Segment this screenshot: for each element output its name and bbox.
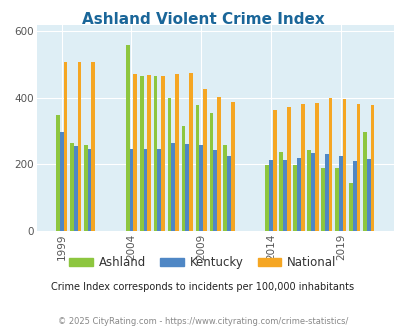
Bar <box>56 115 60 231</box>
Bar <box>338 156 342 231</box>
Bar <box>230 102 234 231</box>
Bar <box>133 74 137 231</box>
Bar <box>157 148 161 231</box>
Bar <box>356 104 360 231</box>
Bar <box>153 76 157 231</box>
Bar <box>282 160 286 231</box>
Text: Crime Index corresponds to incidents per 100,000 inhabitants: Crime Index corresponds to incidents per… <box>51 282 354 292</box>
Bar <box>161 76 164 231</box>
Bar <box>324 154 328 231</box>
Legend: Ashland, Kentucky, National: Ashland, Kentucky, National <box>64 252 341 274</box>
Bar <box>328 98 332 231</box>
Bar <box>310 153 314 231</box>
Bar <box>296 158 300 231</box>
Bar <box>300 104 304 231</box>
Bar <box>87 148 91 231</box>
Bar <box>195 105 199 231</box>
Bar <box>77 62 81 231</box>
Bar <box>292 165 296 231</box>
Bar <box>189 73 192 231</box>
Bar <box>217 97 220 231</box>
Bar <box>334 168 338 231</box>
Bar <box>70 143 74 231</box>
Bar <box>320 168 324 231</box>
Bar <box>286 107 290 231</box>
Bar <box>342 99 345 231</box>
Bar <box>227 156 230 231</box>
Bar <box>199 145 202 231</box>
Bar <box>213 150 217 231</box>
Bar <box>352 161 356 231</box>
Bar <box>74 146 77 231</box>
Bar <box>209 113 213 231</box>
Bar <box>60 132 64 231</box>
Bar <box>223 145 227 231</box>
Bar <box>366 159 370 231</box>
Bar <box>181 126 185 231</box>
Text: Ashland Violent Crime Index: Ashland Violent Crime Index <box>81 12 324 26</box>
Bar <box>370 105 373 231</box>
Bar <box>91 62 95 231</box>
Bar <box>84 145 87 231</box>
Bar <box>126 45 129 231</box>
Bar <box>272 110 276 231</box>
Bar <box>171 143 175 231</box>
Bar <box>348 183 352 231</box>
Bar <box>129 148 133 231</box>
Bar <box>185 144 189 231</box>
Bar <box>147 75 151 231</box>
Bar <box>64 62 67 231</box>
Bar <box>143 148 147 231</box>
Bar <box>265 165 269 231</box>
Bar <box>314 103 318 231</box>
Bar <box>307 150 310 231</box>
Bar <box>175 74 179 231</box>
Bar <box>279 152 282 231</box>
Bar <box>202 89 207 231</box>
Bar <box>139 76 143 231</box>
Bar <box>269 160 272 231</box>
Bar <box>362 132 366 231</box>
Bar <box>167 98 171 231</box>
Text: © 2025 CityRating.com - https://www.cityrating.com/crime-statistics/: © 2025 CityRating.com - https://www.city… <box>58 317 347 326</box>
